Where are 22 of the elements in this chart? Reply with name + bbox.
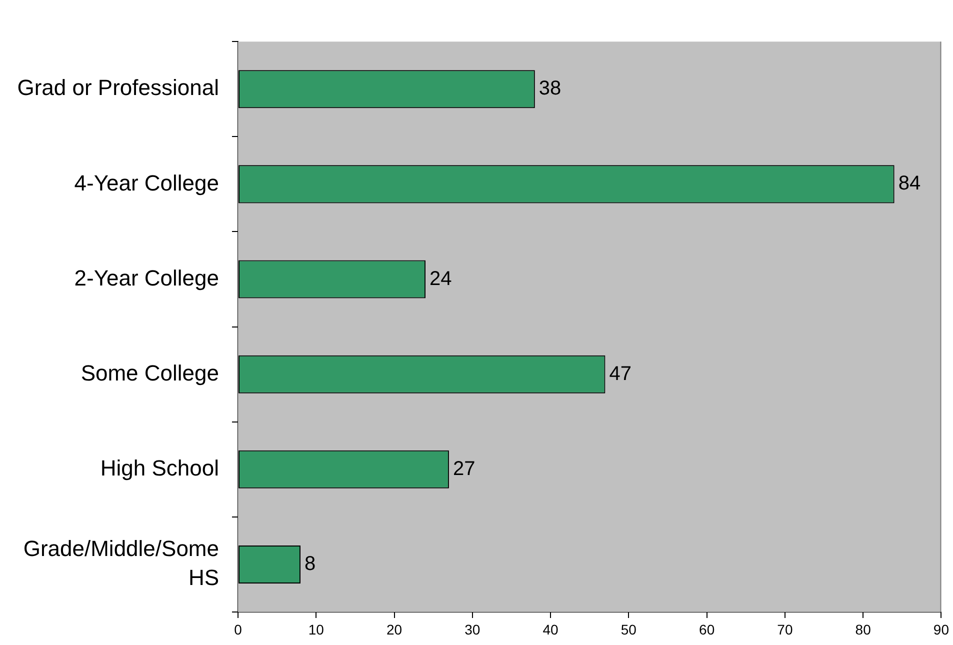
x-tick-label: 50	[620, 621, 637, 638]
y-tick-label: Grad or Professional	[17, 75, 219, 100]
x-tick-label: 70	[777, 621, 793, 638]
x-tick-label: 80	[855, 621, 872, 638]
data-label: 8	[304, 552, 316, 575]
y-tick-label: High School	[100, 455, 219, 480]
x-tick-label: 20	[386, 621, 402, 638]
x-tick-label: 40	[542, 621, 559, 638]
y-tick-label: Some College	[80, 360, 219, 386]
data-label: 27	[452, 458, 476, 480]
x-tick-label: 0	[234, 621, 242, 638]
data-label: 38	[538, 78, 562, 100]
y-tick-label: Grade/Middle/Some HS	[23, 536, 219, 590]
data-label: 47	[609, 362, 632, 385]
data-label: 84	[898, 172, 921, 195]
x-tick-label: 60	[699, 621, 715, 638]
x-tick-label: 90	[933, 621, 950, 638]
x-tick-label: 30	[464, 621, 480, 638]
y-tick-label: 2-Year College	[74, 265, 219, 290]
x-tick-label: 10	[308, 621, 324, 638]
y-tick-label: 4-Year College	[74, 170, 219, 196]
data-label: 24	[430, 268, 452, 290]
